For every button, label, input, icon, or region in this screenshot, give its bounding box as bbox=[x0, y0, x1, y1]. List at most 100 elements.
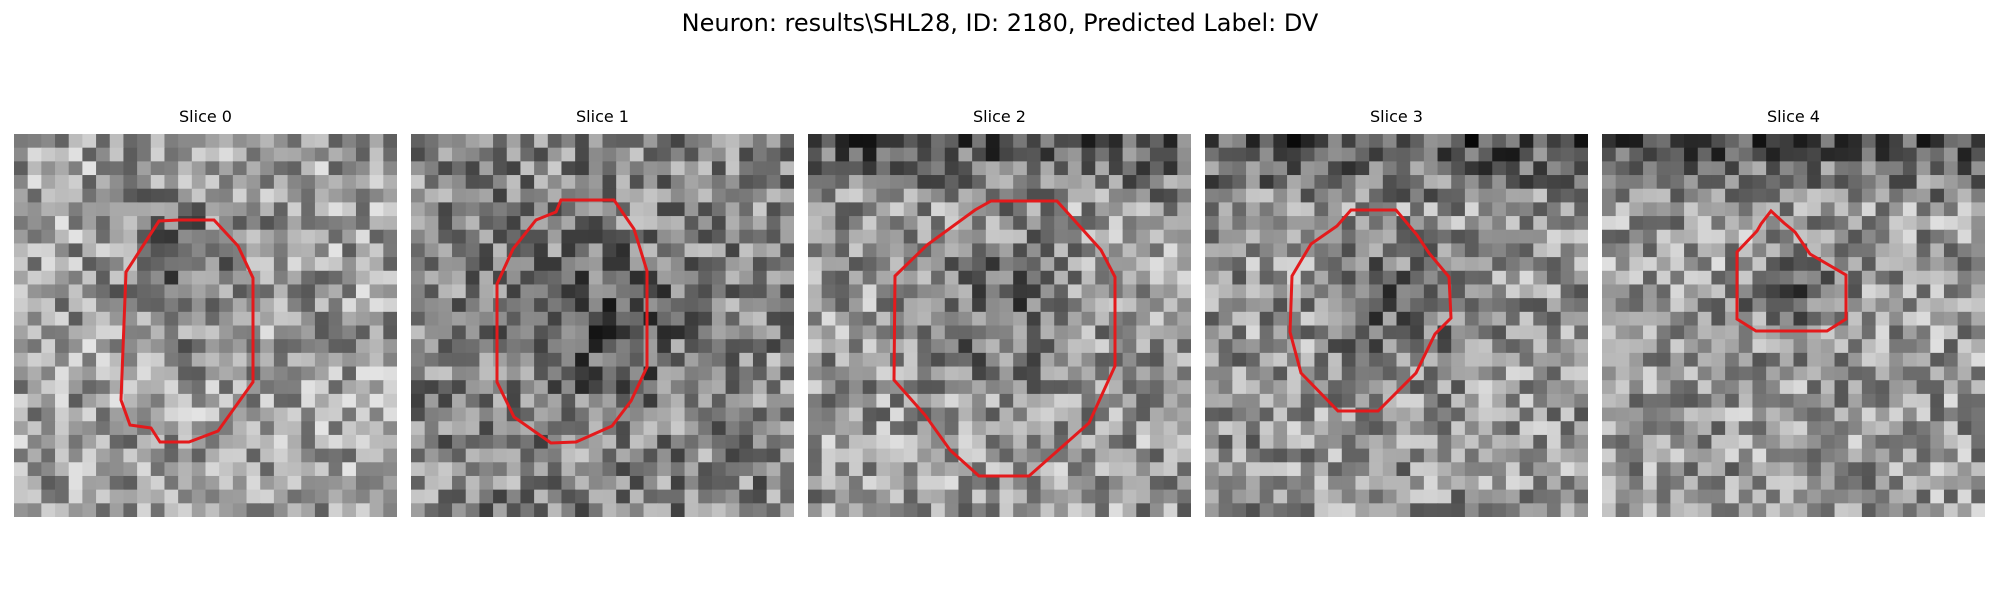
image-pixel bbox=[246, 188, 261, 203]
image-pixel bbox=[355, 366, 371, 381]
image-pixel bbox=[1779, 147, 1795, 162]
image-pixel bbox=[314, 134, 330, 149]
image-pixel bbox=[260, 352, 275, 368]
image-pixel bbox=[1451, 503, 1466, 517]
image-pixel bbox=[164, 407, 179, 422]
image-pixel bbox=[1861, 270, 1877, 286]
image-pixel bbox=[931, 216, 946, 231]
image-pixel bbox=[684, 202, 699, 217]
image-pixel bbox=[424, 257, 439, 272]
image-pixel bbox=[1040, 434, 1055, 450]
image-pixel bbox=[41, 462, 56, 477]
image-pixel bbox=[1013, 352, 1028, 368]
image-pixel bbox=[1205, 434, 1220, 450]
image-pixel bbox=[821, 202, 836, 217]
image-pixel bbox=[68, 134, 83, 149]
image-pixel bbox=[1122, 216, 1137, 231]
image-pixel bbox=[1163, 366, 1178, 381]
image-pixel bbox=[1300, 257, 1316, 272]
image-pixel bbox=[1382, 380, 1398, 395]
image-pixel bbox=[520, 257, 535, 272]
image-pixel bbox=[1916, 475, 1931, 491]
image-pixel bbox=[835, 216, 850, 231]
image-pixel bbox=[1889, 257, 1904, 272]
image-pixel bbox=[1122, 147, 1137, 162]
image-pixel bbox=[1533, 298, 1548, 313]
image-pixel bbox=[698, 188, 713, 203]
image-pixel bbox=[1834, 325, 1849, 340]
image-pixel bbox=[1081, 270, 1096, 286]
image-pixel bbox=[1067, 380, 1083, 395]
image-pixel bbox=[1369, 462, 1384, 477]
image-pixel bbox=[109, 257, 125, 272]
image-pixel bbox=[1341, 462, 1357, 477]
image-pixel bbox=[1149, 434, 1165, 450]
image-pixel bbox=[1205, 229, 1220, 245]
image-pixel bbox=[1793, 407, 1808, 422]
image-pixel bbox=[479, 434, 494, 450]
image-pixel bbox=[493, 407, 508, 422]
image-pixel bbox=[657, 475, 672, 491]
image-pixel bbox=[698, 352, 713, 368]
image-pixel bbox=[944, 380, 960, 395]
image-pixel bbox=[1464, 503, 1480, 517]
image-pixel bbox=[1560, 229, 1575, 245]
image-pixel bbox=[1369, 257, 1384, 272]
image-pixel bbox=[1273, 311, 1288, 327]
image-pixel bbox=[1971, 284, 1985, 299]
image-pixel bbox=[1807, 161, 1822, 176]
image-pixel bbox=[1779, 407, 1795, 422]
image-pixel bbox=[1382, 475, 1398, 491]
image-pixel bbox=[1136, 257, 1151, 272]
image-pixel bbox=[1218, 311, 1233, 327]
image-pixel bbox=[1423, 448, 1439, 463]
image-pixel bbox=[1711, 339, 1726, 354]
image-pixel bbox=[41, 175, 56, 190]
image-pixel bbox=[1122, 339, 1137, 354]
image-pixel bbox=[917, 147, 932, 162]
image-pixel bbox=[1602, 257, 1617, 272]
image-pixel bbox=[1957, 257, 1972, 272]
image-pixel bbox=[506, 284, 522, 299]
image-pixel bbox=[1834, 462, 1849, 477]
image-pixel bbox=[616, 311, 631, 327]
image-pixel bbox=[903, 243, 919, 258]
image-pixel bbox=[1396, 298, 1411, 313]
image-pixel bbox=[1875, 298, 1890, 313]
image-pixel bbox=[1779, 270, 1795, 286]
image-pixel bbox=[342, 270, 357, 286]
image-pixel bbox=[1519, 407, 1534, 422]
image-pixel bbox=[1218, 462, 1233, 477]
image-pixel bbox=[1095, 147, 1110, 162]
image-pixel bbox=[1615, 147, 1630, 162]
image-pixel bbox=[1916, 202, 1931, 217]
image-pixel bbox=[821, 393, 836, 409]
image-pixel bbox=[1807, 134, 1822, 149]
slice-title: Slice 3 bbox=[1370, 107, 1423, 126]
image-pixel bbox=[1492, 475, 1507, 491]
image-pixel bbox=[534, 134, 549, 149]
image-pixel bbox=[1807, 257, 1822, 272]
image-pixel bbox=[1889, 216, 1904, 231]
image-pixel bbox=[1533, 462, 1548, 477]
image-pixel bbox=[137, 216, 152, 231]
image-pixel bbox=[493, 243, 508, 258]
image-pixel bbox=[1287, 284, 1302, 299]
image-pixel bbox=[821, 257, 836, 272]
image-pixel bbox=[191, 421, 207, 436]
image-pixel bbox=[383, 434, 397, 450]
image-pixel bbox=[1040, 366, 1055, 381]
image-pixel bbox=[438, 188, 453, 203]
image-pixel bbox=[890, 147, 905, 162]
image-pixel bbox=[643, 202, 658, 217]
image-pixel bbox=[547, 284, 563, 299]
image-pixel bbox=[342, 202, 357, 217]
image-pixel bbox=[643, 229, 658, 245]
image-pixel bbox=[137, 188, 152, 203]
image-pixel bbox=[739, 366, 754, 381]
image-pixel bbox=[1834, 147, 1849, 162]
image-pixel bbox=[1081, 325, 1096, 340]
image-pixel bbox=[55, 229, 70, 245]
image-pixel bbox=[1711, 475, 1726, 491]
image-pixel bbox=[670, 202, 686, 217]
